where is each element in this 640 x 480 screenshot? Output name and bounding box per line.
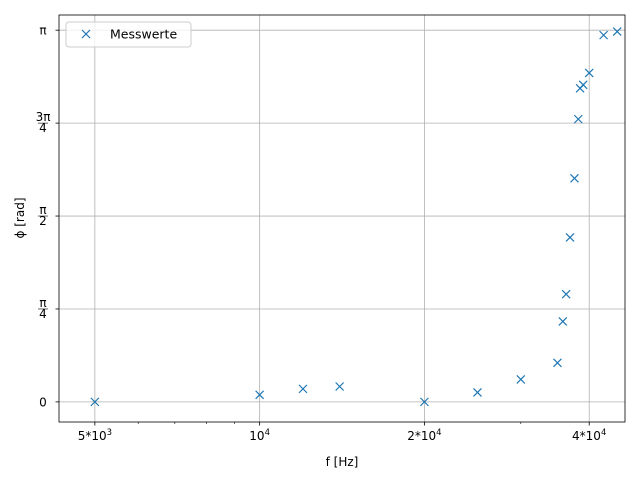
data-point	[578, 80, 588, 90]
y-tick-numerator: π	[39, 203, 46, 217]
data-point	[335, 382, 345, 391]
data-point	[553, 358, 562, 368]
legend-marker-x	[81, 29, 91, 39]
data-point	[599, 30, 609, 40]
x-tick-base: 2*10	[407, 429, 436, 443]
x-axis-label: f [Hz]	[326, 455, 359, 469]
data-point	[419, 397, 429, 407]
x-tick-exponent: 4	[265, 428, 270, 438]
data-point	[561, 289, 571, 299]
x-tick-base: 5*10	[78, 429, 107, 443]
y-tick-label: 0	[39, 395, 47, 409]
x-tick-label: 104	[249, 428, 270, 443]
x-tick-exponent: 4	[436, 428, 441, 438]
y-axis-label: ϕ [rad]	[13, 198, 27, 239]
x-tick-base: 4*10	[572, 429, 601, 443]
data-point	[570, 173, 579, 183]
data-point	[612, 27, 622, 36]
x-tick-exponent: 4	[601, 428, 606, 438]
data-point	[473, 387, 482, 397]
y-tick-numerator: 3π	[36, 110, 51, 124]
data-point	[255, 390, 265, 400]
x-tick-exponent: 3	[107, 428, 112, 438]
x-tick-base: 10	[249, 429, 264, 443]
data-point	[516, 374, 526, 384]
data-point	[90, 397, 100, 407]
x-axis-ticks: 5*103 104 2*104 4*104	[78, 422, 606, 443]
legend-label: Messwerte	[110, 27, 177, 42]
legend: Messwerte	[65, 21, 192, 48]
y-tick-denominator: 4	[39, 121, 47, 135]
data-points	[90, 27, 622, 407]
x-tick-label: 2*104	[407, 428, 441, 443]
data-point	[565, 233, 575, 242]
x-tick-label: 4*104	[572, 428, 606, 443]
y-tick-numerator: π	[39, 296, 46, 310]
legend-marker	[81, 29, 91, 39]
plot-frame	[58, 14, 626, 423]
data-point	[573, 114, 583, 124]
data-point	[298, 384, 308, 394]
y-tick-label: π	[39, 24, 46, 38]
y-tick-denominator: 4	[39, 307, 47, 321]
x-tick-label: 5*103	[78, 428, 112, 443]
data-point	[584, 68, 594, 78]
y-tick-denominator: 2	[39, 214, 47, 228]
legend-box	[65, 21, 192, 48]
grid	[59, 15, 625, 422]
data-point	[558, 317, 568, 326]
